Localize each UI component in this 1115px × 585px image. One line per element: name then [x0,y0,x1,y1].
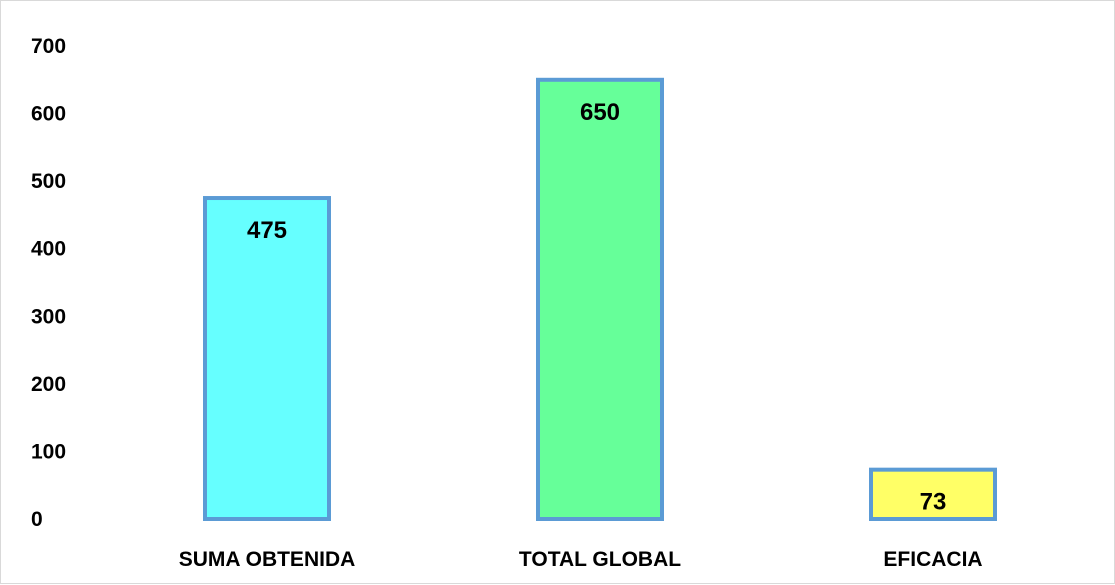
bar-data-label: 73 [920,489,947,516]
y-tick-label: 100 [31,440,66,463]
y-axis-ticks: 0 100 200 300 400 500 600 700 [31,35,66,531]
bar-data-label: 475 [247,217,287,244]
bar [203,196,331,522]
y-tick-label: 0 [31,508,43,531]
bar [869,467,997,521]
x-category-label: SUMA OBTENIDA [179,548,356,571]
y-tick-label: 600 [31,103,66,126]
data-labels: 475 650 73 [247,99,946,516]
y-tick-label: 300 [31,305,66,328]
x-category-label: EFICACIA [883,548,982,571]
y-tick-label: 700 [31,35,66,58]
y-tick-label: 200 [31,373,66,396]
bars [203,77,997,522]
y-tick-label: 500 [31,170,66,193]
bar [536,77,664,522]
x-category-label: TOTAL GLOBAL [519,548,681,571]
x-axis-categories: SUMA OBTENIDA TOTAL GLOBAL EFICACIA [179,548,983,571]
bar-data-label: 650 [580,99,620,126]
y-tick-label: 400 [31,238,66,261]
